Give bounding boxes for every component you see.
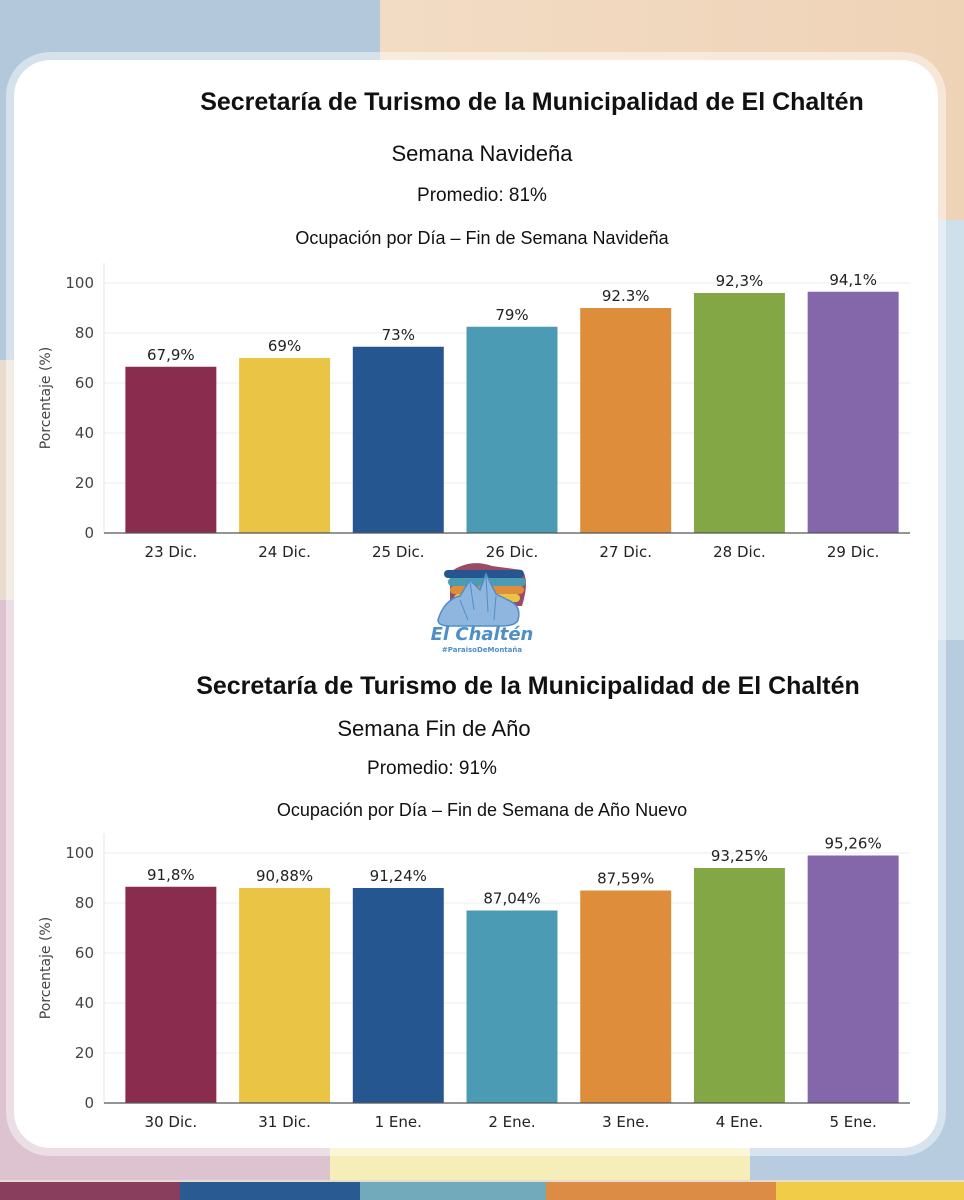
- x-tick-label: 2 Ene.: [488, 1113, 535, 1131]
- el-chalten-logo-icon: [437, 563, 526, 627]
- bar-31-dic: [239, 888, 331, 1103]
- y-tick-label: 80: [75, 894, 94, 912]
- chart-title-1: Ocupación por Día – Fin de Semana Navide…: [295, 228, 669, 248]
- x-tick-label: 29 Dic.: [827, 543, 880, 561]
- y-tick-label: 20: [75, 1044, 94, 1062]
- bar-chart-navidad: 0 20 40 60 80 100 Porcentaje (%) 67,9% 23 Dic. 69…: [38, 263, 910, 561]
- bar-5-ene: [807, 855, 899, 1103]
- bar-4-ene: [693, 868, 785, 1103]
- bar-28-dic: [693, 293, 785, 533]
- y-tick-label: 60: [75, 374, 94, 392]
- value-label: 92.3%: [602, 287, 650, 305]
- y-tick-label: 100: [65, 844, 94, 862]
- y-tick-label: 40: [75, 424, 94, 442]
- bar-23-dic: [125, 366, 217, 533]
- value-label: 92,3%: [716, 272, 764, 290]
- chart-title-2: Ocupación por Día – Fin de Semana de Año…: [276, 800, 688, 820]
- value-label: 94,1%: [829, 271, 877, 289]
- x-tick-label: 25 Dic.: [372, 543, 425, 561]
- bar-24-dic: [239, 358, 331, 533]
- y-tick-label: 100: [65, 274, 94, 292]
- color-stripe: [180, 1182, 360, 1200]
- x-tick-label: 27 Dic.: [599, 543, 652, 561]
- header-title-1: Secretaría de Turismo de la Municipalida…: [200, 88, 864, 116]
- value-label: 73%: [382, 326, 415, 344]
- value-label: 87,04%: [483, 890, 540, 908]
- x-tick-label: 26 Dic.: [486, 543, 539, 561]
- bar-1-ene: [352, 888, 444, 1103]
- y-tick-label: 0: [84, 1094, 94, 1112]
- average-1: Promedio: 81%: [417, 185, 547, 206]
- x-tick-label: 5 Ene.: [829, 1113, 876, 1131]
- week-subtitle-1: Semana Navideña: [391, 141, 573, 166]
- x-tick-label: 30 Dic.: [145, 1113, 198, 1131]
- x-tick-label: 23 Dic.: [145, 543, 198, 561]
- bar-2-ene: [466, 910, 558, 1103]
- logo-name: El Chaltén: [430, 624, 534, 645]
- x-tick-label: 28 Dic.: [713, 543, 766, 561]
- value-label: 90,88%: [256, 867, 313, 885]
- y-tick-label: 20: [75, 474, 94, 492]
- bar-29-dic: [807, 291, 899, 533]
- color-stripe: [546, 1182, 776, 1200]
- bar-25-dic: [352, 346, 444, 533]
- x-tick-label: 31 Dic.: [258, 1113, 311, 1131]
- y-tick-label: 80: [75, 324, 94, 342]
- value-label: 67,9%: [147, 346, 195, 364]
- week-subtitle-2: Semana Fin de Año: [337, 716, 531, 741]
- y-tick-label: 0: [84, 524, 94, 542]
- value-label: 79%: [495, 306, 528, 324]
- value-label: 69%: [268, 337, 301, 355]
- value-label: 91,24%: [370, 867, 427, 885]
- y-axis-label: Porcentaje (%): [38, 917, 54, 1019]
- bar-30-dic: [125, 886, 217, 1103]
- x-tick-label: 1 Ene.: [375, 1113, 422, 1131]
- value-label: 93,25%: [711, 847, 768, 865]
- color-stripe: [360, 1182, 546, 1200]
- x-tick-label: 3 Ene.: [602, 1113, 649, 1131]
- value-label: 87,59%: [597, 870, 654, 888]
- bar-26-dic: [466, 326, 558, 533]
- color-stripe: [776, 1182, 964, 1200]
- y-axis-label: Porcentaje (%): [38, 347, 54, 449]
- color-stripe: [0, 1182, 180, 1200]
- y-tick-label: 40: [75, 994, 94, 1012]
- header-title-2: Secretaría de Turismo de la Municipalida…: [196, 672, 860, 700]
- logo-tagline: #ParaisoDeMontaña: [441, 646, 523, 654]
- average-2: Promedio: 91%: [367, 758, 497, 779]
- value-label: 91,8%: [147, 866, 195, 884]
- y-tick-label: 60: [75, 944, 94, 962]
- bar-27-dic: [580, 308, 672, 533]
- x-tick-label: 4 Ene.: [716, 1113, 763, 1131]
- value-label: 95,26%: [825, 835, 882, 853]
- x-tick-label: 24 Dic.: [258, 543, 311, 561]
- bar-3-ene: [580, 890, 672, 1103]
- bar-chart-ano-nuevo: 0 20 40 60 80 100 Porcentaje (%) 91,8% 30 Dic. 90…: [38, 833, 910, 1131]
